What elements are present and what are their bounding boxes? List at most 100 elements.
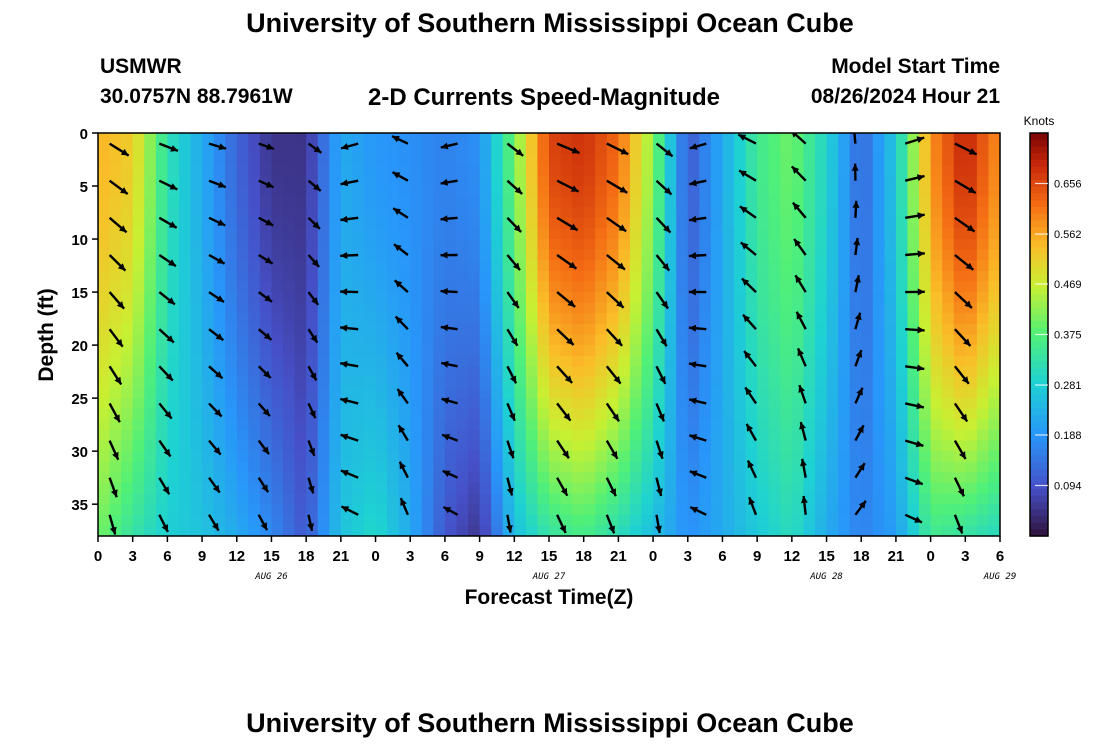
heatmap-cell <box>537 514 550 526</box>
heatmap-cell <box>537 186 550 198</box>
vector-head <box>313 183 321 191</box>
heatmap-cell <box>583 281 596 293</box>
heatmap-cell <box>514 313 527 325</box>
heatmap-cell <box>283 451 296 463</box>
heatmap-cell <box>710 164 724 177</box>
current-vector <box>741 277 757 293</box>
heatmap-cell <box>340 323 354 336</box>
heatmap-cell <box>549 270 562 283</box>
heatmap-cell <box>144 398 157 410</box>
heatmap-cell <box>872 376 885 389</box>
heatmap-cell <box>294 419 307 431</box>
heatmap-cell <box>340 398 354 410</box>
heatmap-cell <box>132 175 145 187</box>
heatmap-cell <box>444 217 458 230</box>
heatmap-cell <box>907 461 920 473</box>
heatmap-cell <box>791 143 805 155</box>
heatmap-cell <box>98 514 111 526</box>
heatmap-cell <box>352 334 365 346</box>
heatmap-cell <box>375 249 388 261</box>
heatmap-cell <box>780 398 793 410</box>
heatmap-cell <box>814 525 828 536</box>
heatmap-cell <box>976 154 990 166</box>
current-vector <box>506 254 521 271</box>
heatmap-cell <box>826 186 839 198</box>
heatmap-cell <box>583 323 596 336</box>
x-tick-label: 3 <box>406 548 414 565</box>
heatmap-cell <box>259 334 273 346</box>
heatmap-cell <box>768 186 781 198</box>
heatmap-cell <box>641 482 654 495</box>
heatmap-cell <box>699 419 712 431</box>
colorbar-band <box>1030 213 1048 221</box>
heatmap-cell <box>895 164 909 177</box>
heatmap-cell <box>757 143 770 155</box>
heatmap-cell <box>595 334 608 346</box>
heatmap-cell <box>410 376 423 389</box>
heatmap-cell <box>144 461 157 473</box>
heatmap-cell <box>641 292 654 304</box>
heatmap-cell <box>155 302 168 314</box>
heatmap-cell <box>722 440 735 452</box>
heatmap-cell <box>676 239 689 251</box>
heatmap-cell <box>641 164 654 177</box>
x-day-label: AUG 28 <box>809 572 843 582</box>
heatmap-cell <box>907 281 920 293</box>
heatmap-cell <box>144 419 157 431</box>
heatmap-cell <box>329 514 342 526</box>
heatmap-cell <box>942 260 955 272</box>
heatmap-cell <box>560 207 573 219</box>
heatmap-cell <box>456 133 469 145</box>
heatmap-cell <box>930 345 943 357</box>
heatmap-cell <box>676 493 689 505</box>
heatmap-cell <box>387 323 400 336</box>
heatmap-cell <box>629 472 643 484</box>
heatmap-cell <box>849 154 862 166</box>
heatmap-cell <box>375 387 388 399</box>
heatmap-cell <box>560 175 573 187</box>
heatmap-cell <box>329 175 342 187</box>
heatmap-cell <box>907 334 920 346</box>
heatmap-cell <box>271 461 284 473</box>
current-vector <box>208 216 226 227</box>
heatmap-cell <box>953 472 966 484</box>
heatmap-cell <box>895 260 909 272</box>
current-vector <box>307 514 314 532</box>
heatmap-cell <box>213 260 226 272</box>
heatmap-cell <box>202 239 215 251</box>
heatmap-cell <box>283 164 296 177</box>
heatmap-cell <box>178 451 192 463</box>
heatmap-cell <box>722 398 735 410</box>
heatmap-cell <box>109 398 122 410</box>
x-day-label: AUG 27 <box>532 572 566 582</box>
heatmap-cell <box>549 207 562 219</box>
heatmap-cell <box>710 260 724 272</box>
heatmap-cell <box>479 217 492 230</box>
heatmap-cell <box>942 504 955 516</box>
heatmap-cell <box>444 154 458 166</box>
heatmap-cell <box>306 387 319 399</box>
heatmap-cell <box>514 419 527 431</box>
current-vector <box>800 458 807 478</box>
heatmap-cell <box>398 196 411 208</box>
heatmap-cell <box>653 249 666 261</box>
heatmap-cell <box>410 440 423 452</box>
heatmap-cell <box>653 514 666 526</box>
heatmap-cell <box>618 493 631 505</box>
vector-head <box>794 238 802 247</box>
heatmap-cell <box>537 493 550 505</box>
heatmap-cell <box>572 207 585 219</box>
heatmap-cell <box>595 260 608 272</box>
heatmap-cell <box>757 323 770 336</box>
heatmap-cell <box>236 175 249 187</box>
heatmap-cell <box>525 419 539 431</box>
heatmap-cell <box>155 398 168 410</box>
current-vector <box>655 328 668 347</box>
heatmap-cell <box>491 239 504 251</box>
heatmap-cell <box>352 355 365 367</box>
heatmap-cell <box>363 398 377 410</box>
heatmap-cell <box>537 504 550 516</box>
heatmap-cell <box>479 270 492 283</box>
heatmap-cell <box>375 366 388 378</box>
